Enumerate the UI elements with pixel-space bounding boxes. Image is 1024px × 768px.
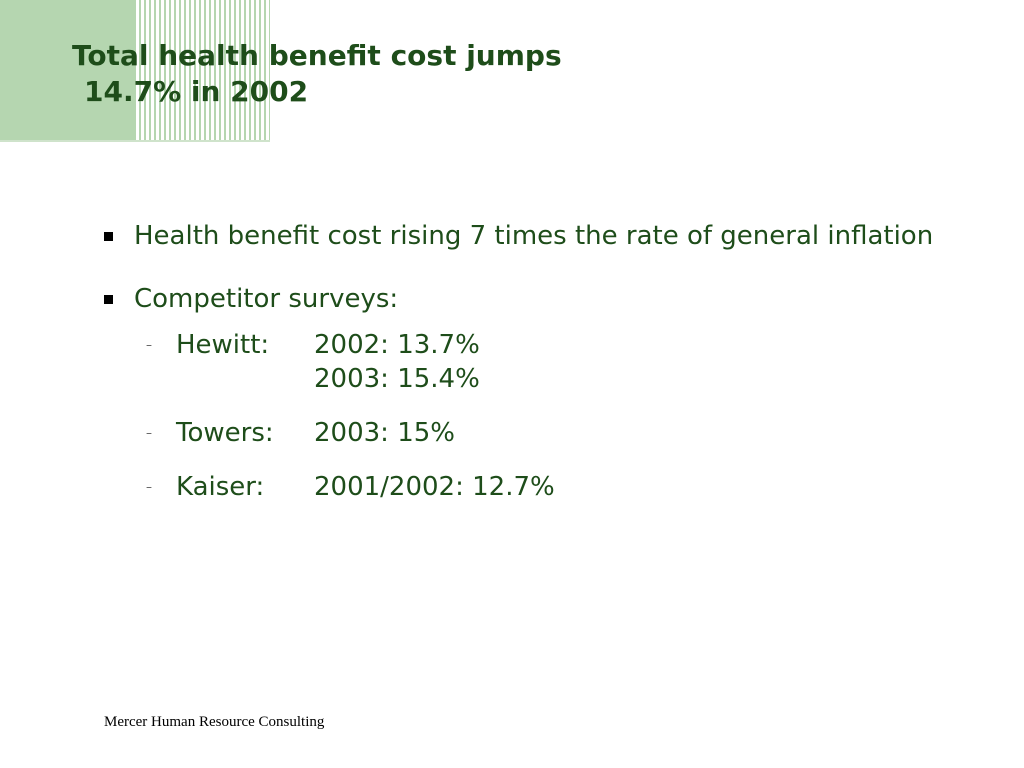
dash-bullet-icon: – (146, 480, 152, 494)
decorative-divider (0, 140, 270, 142)
survey-name: Kaiser: (176, 472, 265, 502)
bullet-item: Competitor surveys: (104, 277, 964, 322)
square-bullet-icon (104, 232, 113, 241)
survey-value: 2003: 15.4% (314, 364, 480, 394)
slide-title: Total health benefit cost jumps 14.7% in… (72, 38, 562, 110)
bullet-text: Health benefit cost rising 7 times the r… (134, 221, 934, 251)
bullet-item: Health benefit cost rising 7 times the r… (104, 214, 964, 259)
survey-name: Hewitt: (176, 330, 270, 360)
slide-content: Health benefit cost rising 7 times the r… (104, 214, 964, 504)
decorative-stripes (134, 0, 270, 141)
survey-item-kaiser: – Kaiser: 2001/2002: 12.7% (146, 470, 964, 504)
slide-title-line-2: 14.7% in 2002 (84, 75, 309, 108)
bullet-text: Competitor surveys: (134, 284, 399, 314)
decorative-green-block (0, 0, 134, 141)
survey-value: 2003: 15% (314, 418, 455, 448)
square-bullet-icon (104, 295, 113, 304)
survey-value: 2002: 13.7% (314, 330, 480, 360)
slide-title-line-1: Total health benefit cost jumps (72, 39, 562, 72)
survey-value: 2001/2002: 12.7% (314, 472, 555, 502)
dash-bullet-icon: – (146, 338, 152, 352)
footer-text: Mercer Human Resource Consulting (104, 714, 325, 730)
dash-bullet-icon: – (146, 426, 152, 440)
survey-item-hewitt: – Hewitt: 2002: 13.7% 2003: 15.4% (146, 328, 964, 396)
survey-name: Towers: (176, 418, 274, 448)
survey-item-towers: – Towers: 2003: 15% (146, 416, 964, 450)
